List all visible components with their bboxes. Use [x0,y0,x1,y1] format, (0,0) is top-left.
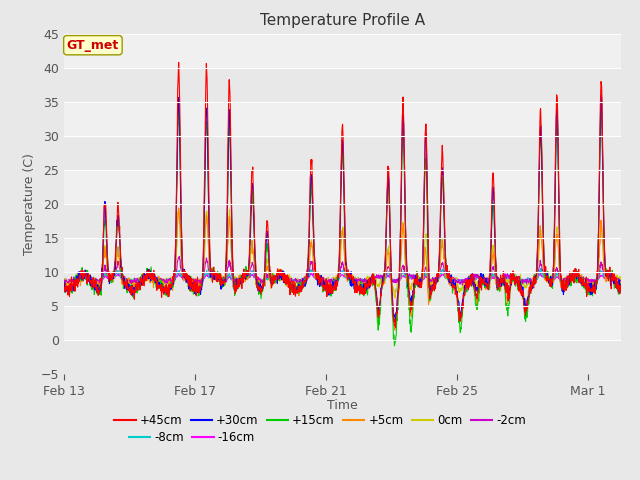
Bar [64,102,621,136]
Bar [64,204,621,238]
Legend: -8cm, -16cm: -8cm, -16cm [124,426,260,449]
Text: GT_met: GT_met [67,39,119,52]
Bar [64,170,621,204]
Bar [64,136,621,170]
Title: Temperature Profile A: Temperature Profile A [260,13,425,28]
Bar [64,68,621,102]
Bar [64,272,621,306]
Bar [64,340,621,374]
X-axis label: Time: Time [327,399,358,412]
Bar [64,306,621,340]
Bar [64,34,621,68]
Y-axis label: Temperature (C): Temperature (C) [24,153,36,255]
Bar [64,238,621,272]
